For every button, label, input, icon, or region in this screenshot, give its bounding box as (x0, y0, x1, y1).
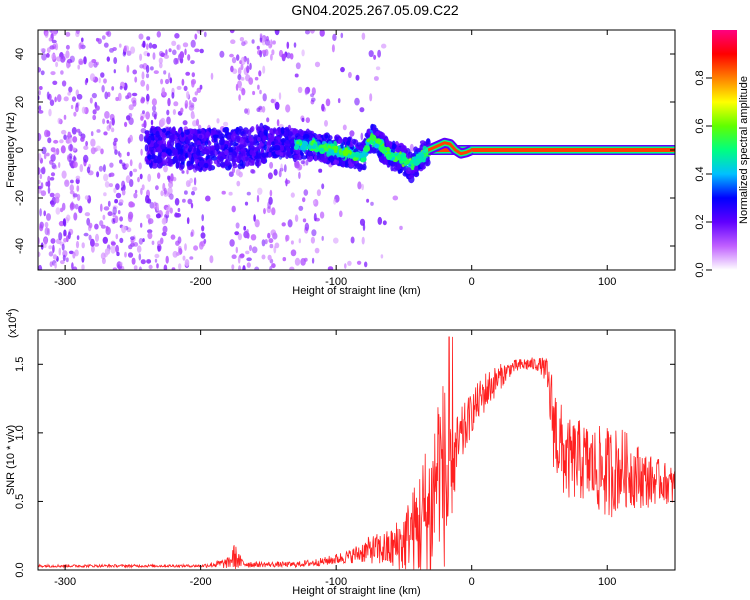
snr-y-tick-label: 1.0 (14, 425, 26, 440)
spectrogram-x-tick-label: -200 (190, 276, 212, 288)
colorbar-tick-label: 0.0 (694, 262, 706, 277)
spectrogram-y-tick-label: -20 (14, 190, 26, 206)
snr-series-line (38, 336, 675, 570)
snr-x-tick-label: 100 (598, 576, 616, 588)
colorbar-gradient (712, 30, 737, 270)
spectrogram-x-label: Height of straight line (km) (292, 285, 420, 297)
spectrogram-x-tick-label: 0 (469, 276, 475, 288)
spectrogram-y-tick-label: 40 (14, 48, 26, 60)
snr-x-tick-label: -100 (325, 576, 347, 588)
colorbar-tick-label: 0.4 (694, 166, 706, 181)
snr-frame (37, 329, 676, 571)
snr-y-label: SNR (10 * v/v) (5, 425, 17, 495)
snr-x-tick-label: -300 (54, 576, 76, 588)
snr-y-tick-label: 0.5 (14, 494, 26, 509)
colorbar-tick-label: 0.2 (694, 214, 706, 229)
figure-title: GN04.2025.267.05.09.C22 (291, 2, 459, 18)
spectrogram-y-label: Frequency (Hz) (5, 112, 17, 188)
spectrogram-image (38, 30, 675, 270)
colorbar-tick-label: 0.6 (694, 118, 706, 133)
spectrogram-y-tick-label: 0 (14, 147, 26, 153)
carrier-bump-core (427, 141, 473, 156)
snr-y-tick-label: 1.5 (14, 357, 26, 372)
colorbar-tick-label: 0.8 (694, 70, 706, 85)
snr-x-tick-label: 0 (469, 576, 475, 588)
colorbar-label: Normalized spectral amplitude (738, 76, 750, 224)
spectrogram-x-tick-label: -100 (325, 276, 347, 288)
spectrogram-x-tick-label: -300 (54, 276, 76, 288)
snr-panel: -300 -200 -100 0 100 0.0 0.5 1.0 1.5 Height of st… (5, 308, 676, 597)
snr-y-tick-label: 0.0 (14, 562, 26, 577)
snr-y-scale-label: (x104) (5, 308, 19, 338)
snr-x-tick-label: -200 (190, 576, 212, 588)
colorbar: 0.0 0.2 0.4 0.6 0.8 Normalized spectral ampli… (694, 30, 750, 278)
snr-x-label: Height of straight line (km) (292, 585, 420, 597)
snr-line-group (38, 336, 675, 570)
spectrogram-y-tick-label: 20 (14, 96, 26, 108)
spectrogram-y-tick-label: -40 (14, 238, 26, 254)
spectrogram-x-tick-label: 100 (598, 276, 616, 288)
carrier-core (428, 148, 675, 152)
